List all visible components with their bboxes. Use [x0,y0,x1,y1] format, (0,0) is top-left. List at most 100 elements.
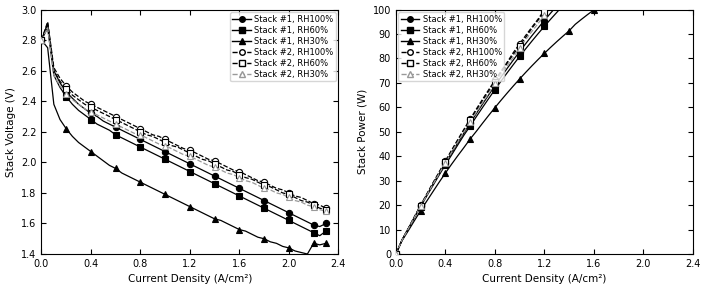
Stack #2, RH30% [37,38,46,42]
Stack #1, RH100% [417,204,425,208]
Stack #1, RH60% [392,252,400,256]
Stack #1, RH30% [417,209,425,212]
Stack #1, RH60% [186,170,194,173]
Stack #1, RH100% [37,38,46,42]
Stack #2, RH30% [235,176,244,180]
Line: Stack #2, RH60%: Stack #2, RH60% [393,0,683,257]
Stack #1, RH30% [186,205,194,209]
Stack #1, RH30% [112,167,120,170]
Stack #1, RH60% [235,194,244,198]
Stack #1, RH60% [322,229,330,233]
Stack #2, RH30% [466,120,474,124]
Stack #2, RH30% [260,186,268,190]
Stack #2, RH30% [87,110,95,114]
Stack #1, RH60% [491,88,499,91]
Stack #1, RH100% [210,174,219,178]
Stack #2, RH60% [392,252,400,256]
Stack #2, RH30% [515,46,524,49]
Stack #2, RH60% [62,87,71,91]
Stack #2, RH100% [87,103,95,106]
Stack #1, RH100% [186,162,194,166]
Stack #1, RH30% [515,77,524,81]
Stack #1, RH60% [112,133,120,137]
Stack #1, RH30% [322,242,330,245]
Stack #2, RH100% [62,84,71,88]
Stack #2, RH100% [260,180,268,184]
Stack #2, RH60% [235,173,244,176]
Stack #2, RH100% [491,79,499,82]
Stack #1, RH60% [515,55,524,58]
Stack #1, RH60% [565,0,573,1]
Line: Stack #1, RH100%: Stack #1, RH100% [38,37,329,228]
Line: Stack #2, RH100%: Stack #2, RH100% [393,0,683,257]
Stack #2, RH100% [186,148,194,152]
Line: Stack #1, RH30%: Stack #1, RH30% [393,0,683,257]
X-axis label: Current Density (A/cm²): Current Density (A/cm²) [128,274,252,284]
Stack #1, RH30% [540,52,549,55]
Line: Stack #2, RH30%: Stack #2, RH30% [38,37,329,214]
Stack #1, RH60% [285,219,293,222]
Stack #2, RH100% [322,206,330,210]
Line: Stack #2, RH100%: Stack #2, RH100% [38,37,329,211]
Y-axis label: Stack Voltage (V): Stack Voltage (V) [6,87,16,177]
Stack #1, RH100% [62,90,71,94]
Legend: Stack #1, RH100%, Stack #1, RH60%, Stack #1, RH30%, Stack #2, RH100%, Stack #2, : Stack #1, RH100%, Stack #1, RH60%, Stack… [230,12,336,81]
Stack #1, RH60% [540,25,549,28]
Stack #2, RH60% [491,80,499,84]
Stack #1, RH30% [260,237,268,240]
Legend: Stack #1, RH100%, Stack #1, RH60%, Stack #1, RH30%, Stack #2, RH100%, Stack #2, : Stack #1, RH100%, Stack #1, RH60%, Stack… [398,12,504,81]
Stack #2, RH60% [37,38,46,42]
Stack #1, RH100% [235,186,244,190]
Stack #1, RH30% [210,217,219,221]
Stack #1, RH60% [37,38,46,42]
Stack #2, RH30% [322,209,330,213]
Stack #2, RH100% [161,138,169,141]
Stack #2, RH60% [515,44,524,48]
Stack #1, RH30% [285,246,293,250]
Stack #1, RH100% [136,138,145,141]
Stack #1, RH30% [590,8,598,12]
Stack #2, RH100% [235,170,244,173]
Stack #2, RH30% [540,13,549,16]
Stack #1, RH30% [466,137,474,141]
Stack #1, RH30% [309,242,318,245]
Stack #2, RH60% [322,208,330,211]
Stack #1, RH100% [441,162,450,165]
Stack #2, RH60% [87,106,95,109]
Stack #2, RH100% [309,202,318,205]
Stack #2, RH60% [540,10,549,14]
Stack #1, RH30% [565,29,573,32]
Stack #1, RH60% [466,124,474,128]
Y-axis label: Stack Power (W): Stack Power (W) [357,89,367,174]
Line: Stack #1, RH100%: Stack #1, RH100% [393,0,683,257]
Stack #2, RH30% [161,144,169,147]
Stack #2, RH60% [136,130,145,133]
Stack #1, RH60% [210,182,219,186]
Line: Stack #1, RH30%: Stack #1, RH30% [38,37,329,251]
Stack #2, RH60% [260,184,268,187]
Stack #1, RH100% [392,252,400,256]
Stack #1, RH30% [161,193,169,196]
Stack #1, RH100% [161,150,169,153]
Stack #1, RH30% [392,252,400,256]
Stack #1, RH30% [87,150,95,153]
Stack #2, RH60% [309,203,318,207]
Stack #1, RH60% [417,205,425,208]
Stack #2, RH30% [62,92,71,95]
Stack #1, RH30% [136,180,145,184]
Stack #1, RH60% [87,118,95,121]
Stack #2, RH100% [417,203,425,207]
Stack #2, RH30% [392,252,400,256]
Stack #2, RH100% [112,115,120,118]
Stack #2, RH30% [417,204,425,208]
Line: Stack #2, RH30%: Stack #2, RH30% [393,0,683,257]
Stack #1, RH100% [515,50,524,53]
Stack #1, RH30% [37,38,46,42]
Stack #2, RH30% [309,205,318,209]
Stack #2, RH100% [210,159,219,163]
Stack #2, RH100% [136,127,145,130]
Stack #1, RH60% [161,157,169,161]
Stack #1, RH100% [309,223,318,227]
Stack #2, RH100% [37,38,46,42]
Stack #1, RH60% [441,163,450,166]
